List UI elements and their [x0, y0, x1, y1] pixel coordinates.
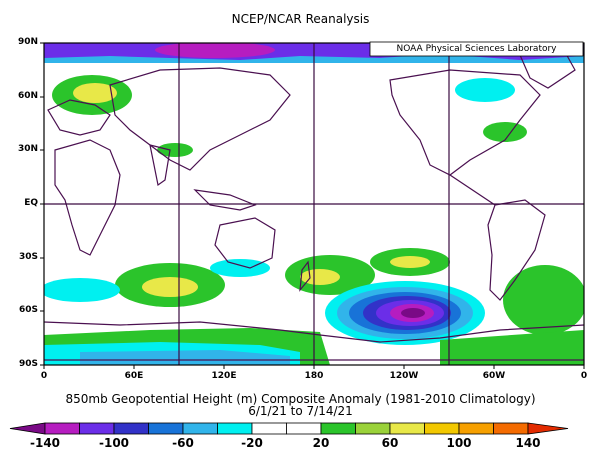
colorbar-arrow-low: [9, 422, 46, 435]
pacific-positive-core: [390, 256, 430, 268]
lon-label-120e: 120E: [211, 371, 237, 381]
lon-label-120w: 120W: [389, 371, 419, 381]
canada-negative: [455, 78, 515, 102]
lat-label-30s: 30S: [18, 252, 38, 262]
colorbar-segment: [424, 422, 460, 435]
colorbar-tick-label: -100: [98, 436, 130, 450]
siberia-negative-core: [155, 43, 275, 58]
lat-label-30n: 30N: [17, 144, 38, 154]
lat-label-60s: 60S: [18, 305, 38, 315]
lat-label-eq: EQ: [24, 198, 38, 208]
colorbar-arrow-high: [527, 422, 569, 435]
antarctic-positive-east: [440, 330, 584, 365]
credit-label: NOAA Physical Sciences Laboratory: [396, 44, 557, 54]
indian-ocean-positive-core: [142, 277, 198, 297]
colorbar-segment: [79, 422, 115, 435]
colorbar-tick-label: 60: [381, 436, 399, 450]
colorbar-segment: [251, 422, 287, 435]
central-america-outline: [449, 174, 496, 206]
date-range: 6/1/21 to 7/14/21: [248, 404, 353, 418]
asia-outline: [109, 67, 291, 171]
north-america-outline: [389, 69, 541, 176]
nz-positive-core: [300, 269, 340, 285]
colorbar-segment: [217, 422, 253, 435]
colorbar-segment: [320, 422, 356, 435]
colorbar-segment: [44, 422, 80, 435]
lon-label-60e: 60E: [124, 371, 144, 381]
colorbar-segment: [182, 422, 218, 435]
colorbar-segment: [148, 422, 184, 435]
south-america-outline: [487, 199, 546, 301]
lon-label-0-right: 0: [580, 371, 588, 381]
colorbar-tick-label: -60: [172, 436, 194, 450]
lon-label-60w: 60W: [482, 371, 506, 381]
colorbar-tick-label: -140: [29, 436, 61, 450]
colorbar-segment: [355, 422, 391, 435]
lon-label-180: 180: [304, 371, 324, 381]
figure-title: NCEP/NCAR Reanalysis: [231, 12, 370, 26]
colorbar-segment: [389, 422, 425, 435]
new-zealand-outline: [299, 260, 311, 292]
colorbar-tick-label: 100: [446, 436, 472, 450]
colorbar-tick-label: -20: [241, 436, 263, 450]
antarctica-outline: [44, 321, 584, 343]
south-america-positive: [503, 265, 584, 335]
colorbar-tick-label: 20: [312, 436, 330, 450]
lon-label-0-left: 0: [40, 371, 48, 381]
figure-caption: 850mb Geopotential Height (m) Composite …: [65, 392, 536, 406]
colorbar-segment: [493, 422, 529, 435]
india-outline: [149, 144, 171, 187]
grid-lines: [44, 43, 584, 365]
colorbar-segment: [113, 422, 149, 435]
credit-box: [369, 41, 584, 57]
colorbar: [9, 422, 569, 435]
australia-south-negative: [210, 259, 270, 277]
tibet-positive: [157, 143, 193, 157]
europe-outline: [47, 99, 111, 136]
colorbar-tick-label: 140: [515, 436, 541, 450]
colorbar-segment: [286, 422, 322, 435]
southern-ocean-negative-core: [401, 308, 425, 318]
scandinavia-positive-core: [73, 83, 117, 103]
indonesia-outline: [193, 189, 257, 211]
africa-outline: [54, 139, 121, 256]
lat-label-60n: 60N: [17, 91, 38, 101]
south-atlantic-negative: [44, 278, 120, 302]
lat-label-90n: 90N: [17, 37, 38, 47]
axis-ticks: [40, 42, 585, 369]
atlantic-positive: [483, 122, 527, 142]
lat-label-90s: 90S: [18, 359, 38, 369]
antarctic-negative-band-core: [80, 350, 290, 365]
australia-outline: [214, 217, 276, 269]
colorbar-segment: [458, 422, 494, 435]
